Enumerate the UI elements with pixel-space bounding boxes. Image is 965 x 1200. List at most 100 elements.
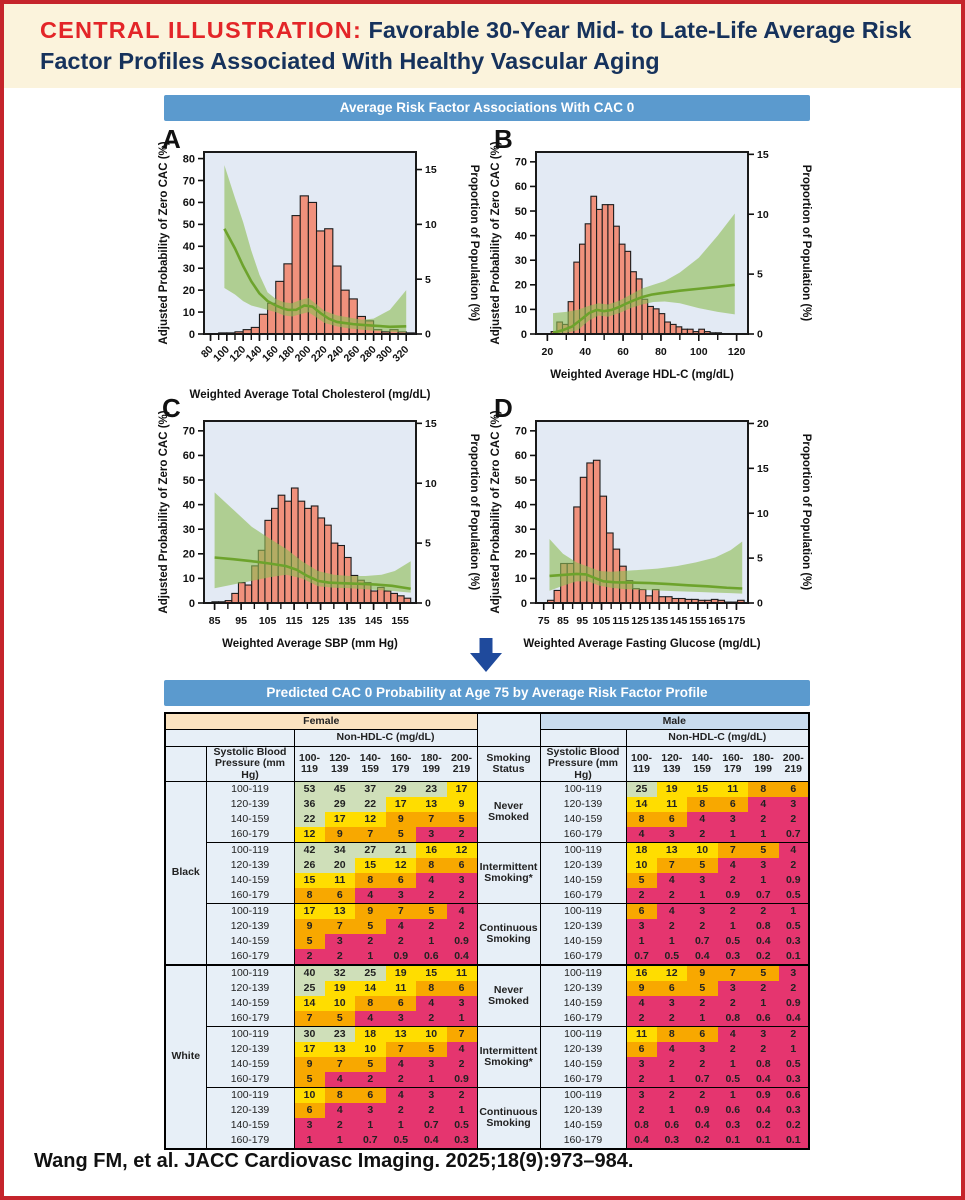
svg-text:60: 60: [183, 197, 195, 209]
svg-text:10: 10: [425, 219, 437, 231]
male-value-cell: 25: [625, 781, 657, 797]
histogram-bar: [675, 326, 683, 334]
female-value-cell: 4: [385, 1056, 416, 1072]
female-value-cell: 3: [385, 887, 416, 904]
male-value-cell: 2: [656, 1087, 687, 1103]
smoking-status-label: Never Smoked: [476, 963, 541, 1027]
race-label: Black: [164, 780, 207, 966]
chart-c-plot: 0 10 20 30 40 50 60 70 0 5 10 15 85 95 105 115 125 135 145…: [158, 411, 480, 650]
male-value-cell: 2: [625, 1071, 657, 1088]
down-arrow-icon: [470, 638, 502, 677]
svg-text:10: 10: [183, 307, 195, 319]
male-header: Male: [539, 712, 810, 730]
female-value-cell: 11: [324, 872, 355, 888]
male-value-cell: 1: [656, 1102, 687, 1118]
male-value-cell: 2: [687, 826, 718, 843]
trend-line: [223, 228, 407, 329]
y-axis-right: 0 5 10 15: [416, 164, 437, 341]
male-value-cell: 0.5: [717, 1071, 748, 1088]
female-value-cell: 4: [446, 903, 478, 919]
female-sbp-row-label: 120-139: [205, 918, 295, 934]
svg-text:70: 70: [183, 426, 195, 438]
male-value-cell: 0.2: [687, 1132, 718, 1149]
female-value-cell: 8: [416, 857, 447, 873]
svg-text:50: 50: [183, 219, 195, 231]
svg-text:145: 145: [365, 615, 383, 627]
svg-text:30: 30: [515, 524, 527, 536]
female-value-cell: 1: [324, 1132, 355, 1149]
female-value-cell: 2: [446, 887, 478, 904]
male-sbp-row-label: 160-179: [539, 1132, 627, 1149]
male-value-cell: 7: [717, 963, 748, 981]
female-value-cell: 14: [355, 980, 386, 996]
female-header: Female: [164, 712, 478, 730]
male-sbp-row-label: 160-179: [539, 1010, 627, 1027]
male-value-cell: 0.1: [717, 1132, 748, 1149]
male-value-cell: 0.5: [778, 1056, 810, 1072]
male-value-cell: 10: [625, 857, 657, 873]
female-value-cell: 15: [416, 963, 447, 981]
female-value-cell: 1: [446, 1010, 478, 1027]
male-value-cell: 0.5: [717, 933, 748, 949]
male-value-cell: 0.9: [748, 1087, 779, 1103]
male-value-cell: 18: [625, 842, 657, 858]
female-value-cell: 5: [324, 1010, 355, 1027]
header-gap-cell: [476, 712, 541, 747]
female-value-cell: 0.4: [416, 1132, 447, 1149]
female-value-cell: 8: [293, 887, 325, 904]
male-sbp-row-label: 120-139: [539, 980, 627, 996]
male-value-cell: 1: [625, 933, 657, 949]
male-nonhdl-col-header: 160- 179: [717, 746, 748, 782]
svg-text:0: 0: [757, 598, 763, 610]
female-value-cell: 11: [446, 963, 478, 981]
svg-text:40: 40: [579, 346, 591, 358]
female-value-cell: 1: [355, 1117, 386, 1133]
female-sbp-row-label: 100-119: [205, 903, 295, 919]
male-value-cell: 8: [687, 796, 718, 812]
svg-text:5: 5: [425, 274, 431, 286]
female-value-cell: 13: [324, 903, 355, 919]
svg-text:20: 20: [515, 280, 527, 292]
male-value-cell: 4: [656, 903, 687, 919]
smoking-status-label: Never Smoked: [476, 780, 541, 843]
male-value-cell: 1: [748, 872, 779, 888]
svg-text:125: 125: [312, 615, 330, 627]
female-value-cell: 22: [355, 796, 386, 812]
histogram-bar: [317, 517, 326, 603]
male-value-cell: 0.9: [687, 1102, 718, 1118]
female-value-cell: 17: [446, 781, 478, 797]
male-value-cell: 0.4: [748, 933, 779, 949]
female-value-cell: 4: [324, 1071, 355, 1088]
female-value-cell: 16: [416, 842, 447, 858]
male-value-cell: 14: [625, 796, 657, 812]
male-value-cell: 2: [656, 1010, 687, 1027]
female-value-cell: 25: [355, 963, 386, 981]
header-empty: [164, 729, 295, 747]
male-value-cell: 2: [778, 857, 810, 873]
female-value-cell: 1: [385, 1117, 416, 1133]
female-value-cell: 13: [324, 1041, 355, 1057]
female-sbp-row-label: 140-159: [205, 1117, 295, 1133]
female-value-cell: 6: [446, 980, 478, 996]
female-value-cell: 32: [324, 963, 355, 981]
svg-text:10: 10: [515, 573, 527, 585]
male-value-cell: 4: [625, 995, 657, 1011]
male-sbp-row-label: 160-179: [539, 1071, 627, 1088]
svg-text:30: 30: [183, 524, 195, 536]
svg-text:70: 70: [515, 157, 527, 169]
female-value-cell: 30: [293, 1026, 325, 1042]
male-value-cell: 4: [625, 826, 657, 843]
male-value-cell: 2: [656, 1056, 687, 1072]
female-value-cell: 37: [355, 781, 386, 797]
histogram-bar: [664, 321, 671, 334]
y-axis-right: 0 5 10 15 20: [748, 418, 769, 610]
female-value-cell: 6: [385, 995, 416, 1011]
female-value-cell: 8: [416, 980, 447, 996]
male-value-cell: 1: [778, 903, 810, 919]
smoking-status-header: Smoking Status: [476, 746, 541, 782]
female-value-cell: 29: [385, 781, 416, 797]
male-value-cell: 0.1: [778, 1132, 810, 1149]
female-value-cell: 9: [446, 796, 478, 812]
svg-text:135: 135: [338, 615, 356, 627]
